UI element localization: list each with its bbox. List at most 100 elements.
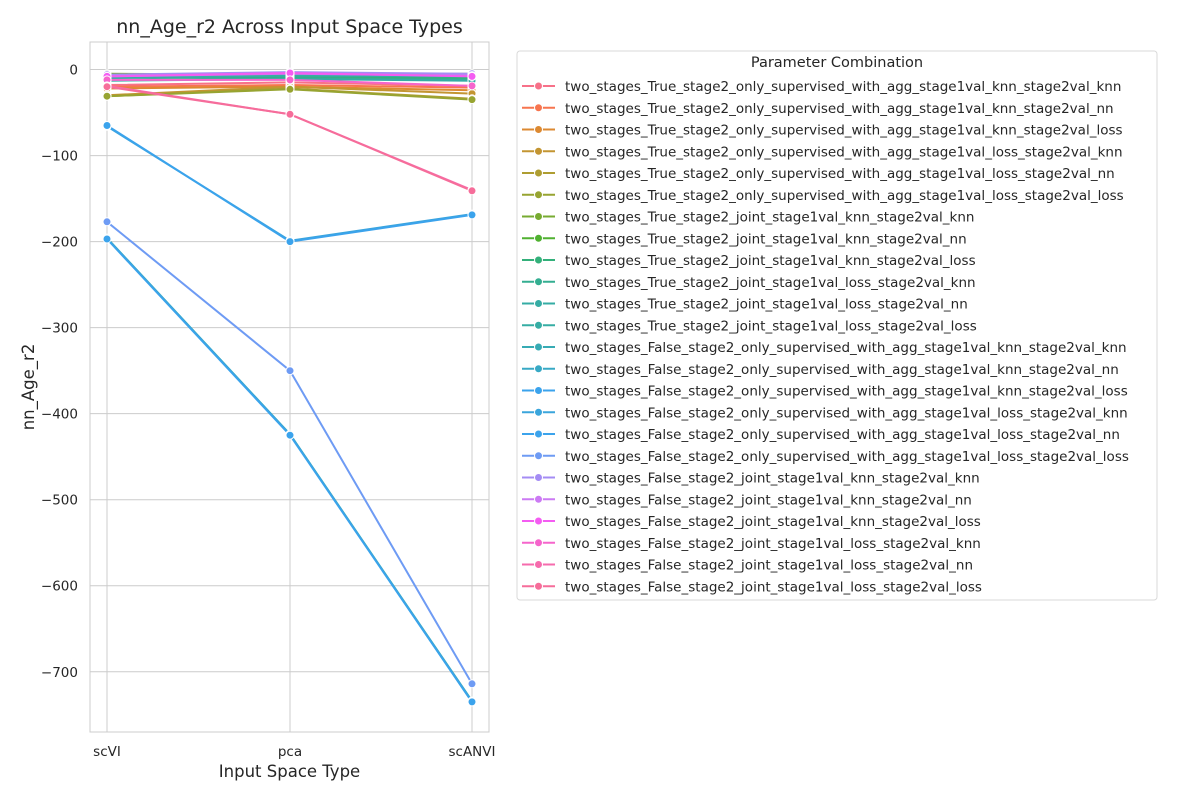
legend-entry: two_stages_True_stage2_only_supervised_w…	[522, 123, 1123, 139]
legend-entry: two_stages_False_stage2_only_supervised_…	[522, 427, 1120, 443]
data-point	[102, 82, 112, 92]
legend-label: two_stages_False_stage2_joint_stage1val_…	[565, 514, 981, 530]
y-tick-label: −600	[41, 579, 78, 595]
legend-label: two_stages_True_stage2_only_supervised_w…	[565, 101, 1114, 117]
legend-entry: two_stages_True_stage2_only_supervised_w…	[522, 144, 1123, 160]
legend-swatch-marker	[534, 364, 543, 374]
legend-label: two_stages_False_stage2_only_supervised_…	[565, 384, 1128, 400]
legend-label: two_stages_False_stage2_joint_stage1val_…	[565, 579, 982, 595]
legend-entry: two_stages_False_stage2_joint_stage1val_…	[522, 514, 981, 530]
grid	[90, 42, 489, 732]
legend-swatch-marker	[534, 212, 543, 221]
legend-entry: two_stages_True_stage2_only_supervised_w…	[522, 166, 1115, 182]
data-point	[102, 91, 112, 101]
legend-label: two_stages_False_stage2_joint_stage1val_…	[565, 558, 973, 574]
legend-swatch-marker	[534, 146, 543, 156]
legend-swatch-marker	[534, 429, 543, 439]
legend-label: two_stages_True_stage2_joint_stage1val_l…	[565, 275, 976, 291]
legend-swatch-marker	[534, 125, 543, 134]
legend-label: two_stages_True_stage2_joint_stage1val_k…	[565, 231, 967, 247]
data-point	[467, 95, 477, 105]
legend-entry: two_stages_True_stage2_only_supervised_w…	[522, 101, 1114, 117]
y-tick-label: −100	[41, 149, 78, 165]
legend-label: two_stages_False_stage2_only_supervised_…	[565, 405, 1128, 421]
legend-swatch-marker	[534, 451, 543, 461]
legend-box	[516, 50, 1158, 601]
legend-entry: two_stages_True_stage2_only_supervised_w…	[522, 79, 1121, 95]
x-tick-label: scANVI	[448, 744, 495, 760]
y-tick-label: −200	[41, 235, 78, 251]
y-axis-label: nn_Age_r2	[19, 344, 39, 431]
legend-swatch-marker	[534, 342, 543, 352]
legend-entry: two_stages_False_stage2_joint_stage1val_…	[522, 579, 982, 595]
legend-entry: two_stages_True_stage2_joint_stage1val_k…	[522, 210, 974, 226]
y-tick-label: 0	[69, 63, 78, 79]
legend-swatch-marker	[534, 494, 543, 504]
data-point	[285, 84, 295, 94]
data-point	[285, 366, 295, 376]
legend-label: two_stages_True_stage2_only_supervised_w…	[565, 79, 1121, 95]
legend-label: two_stages_True_stage2_joint_stage1val_k…	[565, 210, 974, 226]
legend-swatch-marker	[534, 386, 543, 395]
legend-entry: two_stages_False_stage2_joint_stage1val_…	[522, 471, 980, 487]
series-markers	[102, 67, 477, 707]
legend-label: two_stages_False_stage2_only_supervised_…	[565, 340, 1127, 356]
legend-swatch-marker	[534, 233, 543, 243]
legend-swatch-marker	[534, 407, 543, 417]
data-point	[467, 71, 477, 81]
legend: Parameter Combination two_stages_True_st…	[516, 50, 1158, 601]
plot-frame	[89, 41, 490, 733]
legend-entry: two_stages_False_stage2_only_supervised_…	[522, 449, 1129, 465]
y-tick-label: −300	[41, 321, 78, 337]
data-point	[467, 697, 477, 707]
data-point	[102, 234, 112, 244]
legend-entry: two_stages_False_stage2_joint_stage1val_…	[522, 558, 973, 574]
legend-swatch-marker	[534, 581, 543, 591]
legend-swatch-marker	[534, 255, 543, 265]
legend-label: two_stages_False_stage2_joint_stage1val_…	[565, 492, 972, 508]
legend-entry: two_stages_False_stage2_only_supervised_…	[522, 405, 1128, 421]
legend-swatch-marker	[534, 168, 543, 178]
legend-label: two_stages_True_stage2_only_supervised_w…	[565, 166, 1115, 182]
legend-label: two_stages_False_stage2_only_supervised_…	[565, 427, 1120, 443]
legend-entry: two_stages_False_stage2_only_supervised_…	[522, 362, 1119, 378]
legend-label: two_stages_False_stage2_only_supervised_…	[565, 362, 1119, 378]
data-point	[285, 75, 295, 85]
legend-entry: two_stages_False_stage2_joint_stage1val_…	[522, 492, 972, 508]
legend-label: two_stages_False_stage2_joint_stage1val_…	[565, 536, 981, 552]
legend-swatch-marker	[534, 299, 543, 308]
legend-swatch-marker	[534, 103, 543, 113]
legend-label: two_stages_True_stage2_joint_stage1val_k…	[565, 253, 976, 269]
x-tick-label: pca	[278, 744, 302, 760]
legend-swatch-marker	[534, 190, 543, 200]
data-point	[102, 217, 112, 227]
legend-entry: two_stages_False_stage2_only_supervised_…	[522, 340, 1127, 356]
y-axis-ticks: 0 −100 −200 −300 −400 −500 −600 −700	[41, 63, 78, 681]
legend-swatch-marker	[534, 473, 543, 482]
legend-title: Parameter Combination	[751, 55, 923, 71]
x-axis-ticks: scVI pca scANVI	[93, 744, 495, 760]
y-tick-label: −400	[41, 407, 78, 423]
data-point	[467, 81, 477, 91]
legend-entry: two_stages_True_stage2_joint_stage1val_k…	[522, 253, 976, 269]
y-tick-label: −500	[41, 493, 78, 509]
legend-entry: two_stages_False_stage2_only_supervised_…	[522, 384, 1128, 400]
data-point	[467, 679, 477, 689]
legend-swatch-marker	[534, 538, 543, 548]
legend-label: two_stages_False_stage2_joint_stage1val_…	[565, 471, 980, 487]
legend-swatch-marker	[534, 320, 543, 330]
chart-title: nn_Age_r2 Across Input Space Types	[116, 16, 462, 38]
legend-entry: two_stages_True_stage2_joint_stage1val_k…	[522, 231, 967, 247]
data-point	[102, 121, 112, 130]
legend-swatch-marker	[534, 516, 543, 526]
x-axis-label: Input Space Type	[219, 762, 360, 781]
legend-swatch-marker	[534, 560, 543, 569]
legend-label: two_stages_False_stage2_only_supervised_…	[565, 449, 1129, 465]
legend-label: two_stages_True_stage2_only_supervised_w…	[565, 123, 1123, 139]
data-point	[285, 237, 295, 247]
data-point	[285, 430, 295, 440]
legend-entry: two_stages_False_stage2_joint_stage1val_…	[522, 536, 981, 552]
legend-entry: two_stages_True_stage2_joint_stage1val_l…	[522, 297, 968, 313]
data-point	[467, 186, 477, 196]
